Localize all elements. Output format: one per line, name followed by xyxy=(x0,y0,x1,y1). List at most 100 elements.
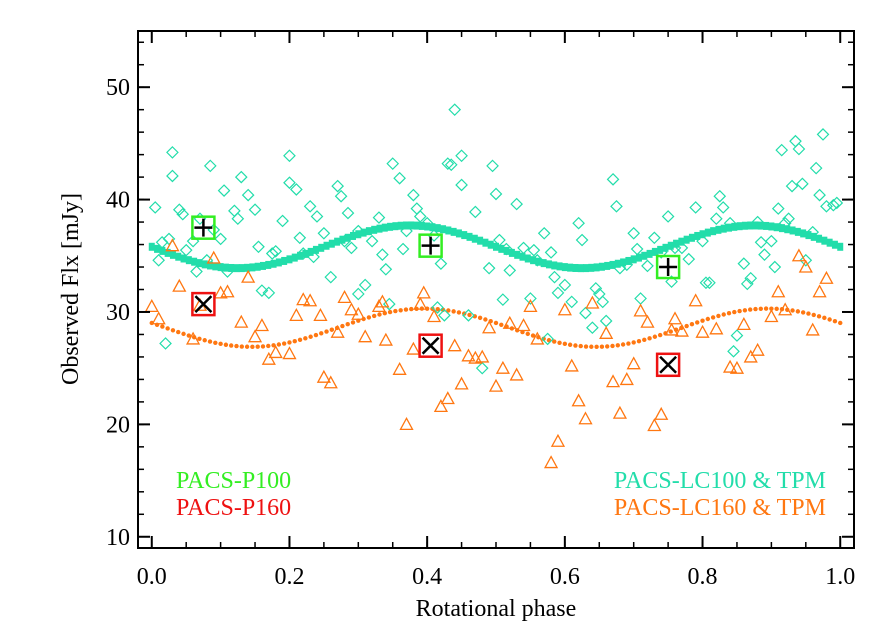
lc100-model-point xyxy=(259,261,266,270)
lc160-data-point xyxy=(667,311,683,325)
lc160-data-point xyxy=(413,296,428,310)
lc160-model-point xyxy=(668,329,673,334)
lc100-data-point xyxy=(283,176,296,190)
lc100-model-point xyxy=(778,224,785,233)
lc160-data-point xyxy=(371,299,387,313)
lc160-model-point xyxy=(319,331,324,336)
lc160-data-point xyxy=(378,332,393,346)
lc100-model-point xyxy=(302,249,309,258)
lc100-data-point xyxy=(489,187,503,201)
lc160-data-point xyxy=(172,278,187,292)
lc160-model-point xyxy=(800,310,806,315)
lc160-data-point xyxy=(819,270,834,284)
lc160-model-point xyxy=(769,306,774,311)
lc100-data-point xyxy=(627,226,641,240)
lc100-data-point xyxy=(372,211,386,224)
model-curves-layer xyxy=(148,221,844,350)
lc100-model-point xyxy=(731,222,738,231)
lc100-data-point xyxy=(782,212,795,226)
lc160-data-point xyxy=(440,391,455,405)
lc100-model-point xyxy=(334,237,341,246)
lc100-data-point xyxy=(345,241,358,255)
lc100-model-point xyxy=(477,236,484,245)
lc100-model-point xyxy=(572,263,579,272)
lc100-data-point xyxy=(813,188,826,202)
lc100-model-point xyxy=(609,260,616,269)
lc100-data-point xyxy=(303,199,317,213)
lc160-data-point xyxy=(530,331,545,345)
lc100-model-point xyxy=(720,224,727,233)
p160-observation-square xyxy=(655,352,681,378)
lc100-data-point xyxy=(641,259,654,273)
lc160-model-point xyxy=(721,312,726,317)
y-tick-label: 40 xyxy=(106,188,130,214)
lc100-data-point xyxy=(420,216,434,230)
lc160-model-point xyxy=(271,343,276,348)
lc100-data-point xyxy=(351,287,365,301)
lc160-data-point xyxy=(626,356,641,370)
lc100-model-point xyxy=(514,250,521,259)
lc100-data-point xyxy=(351,224,365,238)
lc100-data-point xyxy=(248,203,262,217)
lc100-model-point xyxy=(577,264,584,273)
lc100-model-point xyxy=(207,261,214,270)
lc100-model-point xyxy=(789,226,796,235)
lc100-model-point xyxy=(175,252,182,261)
lc100-data-point xyxy=(265,247,279,260)
lc160-model-point xyxy=(626,341,631,346)
lc160-model-point xyxy=(652,334,658,339)
lc100-data-point xyxy=(444,158,458,172)
lc100-data-point xyxy=(610,199,623,213)
lc100-model-point xyxy=(429,223,436,232)
lc160-model-point xyxy=(467,312,472,318)
lc100-data-point xyxy=(754,235,768,249)
lc160-data-point xyxy=(406,341,421,355)
x-tick-label: 0.6 xyxy=(550,564,580,590)
lc160-model-point xyxy=(387,309,393,315)
lc160-model-point xyxy=(350,320,356,325)
lc160-data-point xyxy=(771,284,786,298)
lc160-model-point xyxy=(499,322,504,327)
lc100-data-point xyxy=(386,157,400,170)
lc160-data-point xyxy=(743,349,758,363)
lc100-data-point xyxy=(159,337,172,350)
lc160-data-point xyxy=(812,284,827,298)
lc100-model-point xyxy=(662,243,669,252)
lc160-model-point xyxy=(816,314,822,319)
lc100-data-point xyxy=(809,161,823,175)
lc100-data-point xyxy=(661,210,675,223)
p100-observation-plus xyxy=(659,258,678,277)
lc100-data-point xyxy=(499,242,513,256)
lc100-model-point xyxy=(233,264,240,273)
p160-observation-cross xyxy=(421,336,440,355)
lc160-model-point xyxy=(732,309,737,315)
lc160-data-point xyxy=(564,358,579,372)
lc100-data-point xyxy=(703,276,716,290)
lc160-model-point xyxy=(340,323,345,329)
lc100-model-point xyxy=(291,253,298,262)
lc100-model-point xyxy=(763,221,770,230)
lc100-data-point xyxy=(675,241,689,255)
lc100-model-point xyxy=(217,263,224,272)
lc100-data-point xyxy=(537,226,551,240)
lc160-data-point xyxy=(234,314,249,328)
lc160-model-point xyxy=(705,316,711,322)
lc100-data-point xyxy=(727,344,740,358)
lc160-model-point xyxy=(737,308,742,314)
lc100-data-point xyxy=(730,329,744,342)
lc100-data-point xyxy=(630,242,644,256)
lc100-data-point xyxy=(751,215,764,229)
lc100-model-point xyxy=(567,263,574,272)
lc100-data-point xyxy=(166,146,179,159)
lc100-model-point xyxy=(323,241,330,250)
lc100-model-point xyxy=(741,221,748,230)
lc160-data-point xyxy=(585,295,600,309)
lc100-data-point xyxy=(317,226,331,240)
lc160-model-point xyxy=(493,320,499,326)
lc160-model-point xyxy=(774,306,779,312)
lc160-model-point xyxy=(329,327,335,332)
lc160-model-point xyxy=(393,308,398,314)
lc160-model-point xyxy=(213,340,218,345)
lc100-data-point xyxy=(324,270,338,284)
lc160-model-point xyxy=(763,306,769,311)
